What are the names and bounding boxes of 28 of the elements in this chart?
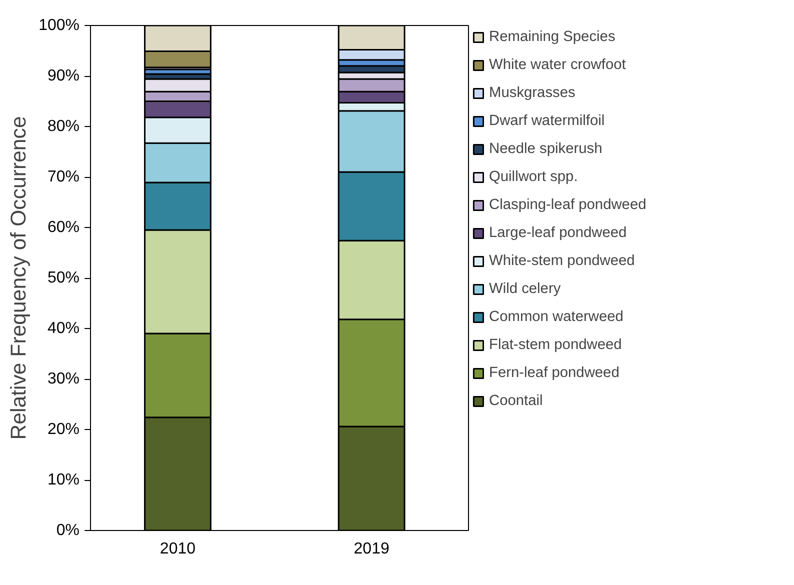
y-tick-label: 60% [47, 219, 80, 236]
legend-label: Dwarf watermilfoil [489, 113, 605, 129]
legend-label: Flat-stem pondweed [489, 337, 622, 353]
legend-label: Clasping-leaf pondweed [489, 197, 646, 213]
y-tick-label: 100% [38, 17, 80, 34]
y-tick-label: 10% [47, 472, 80, 488]
y-tick-label: 30% [47, 370, 80, 388]
y-tick-label: 40% [47, 320, 80, 337]
legend-label: Coontail [489, 393, 543, 409]
y-tick-label: 70% [47, 168, 80, 186]
y-axis-title: Relative Frequency of Occurrence [6, 116, 31, 440]
legend-label: Fern-leaf pondweed [489, 365, 620, 381]
legend-label: Common waterweed [489, 309, 624, 325]
y-tick-label: 50% [47, 270, 80, 286]
y-tick-label: 80% [47, 118, 80, 135]
legend-label: Remaining Species [489, 29, 616, 45]
legend-label: Quillwort spp. [489, 169, 578, 185]
y-tick-label: 90% [47, 68, 80, 84]
legend-label: Wild celery [489, 281, 561, 297]
legend-label: White water crowfoot [489, 57, 626, 73]
legend-label: Muskgrasses [489, 85, 576, 101]
legend-label: Large-leaf pondweed [489, 225, 627, 241]
legend-label: Needle spikerush [489, 141, 602, 157]
legend-label: White-stem pondweed [489, 253, 635, 269]
x-tick-label: 2010 [160, 540, 196, 558]
x-tick-label: 2019 [354, 540, 390, 558]
y-tick-label: 20% [47, 421, 80, 438]
y-tick-label: 0% [56, 522, 80, 539]
